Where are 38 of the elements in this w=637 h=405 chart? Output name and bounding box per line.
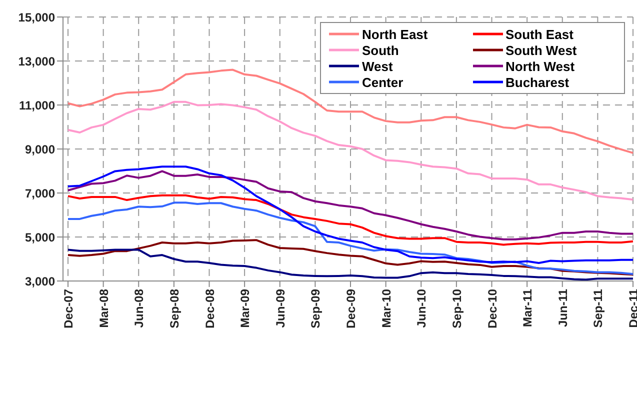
y-tick-label: 15,000	[18, 10, 56, 24]
x-tick-label: Mar-09	[238, 288, 252, 328]
legend-label: West	[362, 58, 393, 74]
x-tick-label: Mar-11	[520, 288, 535, 328]
line-series	[67, 170, 634, 240]
line-series	[67, 202, 634, 275]
x-tick-label: Mar-08	[96, 288, 111, 328]
x-tick-label: Dec-10	[485, 288, 500, 328]
line-series	[67, 194, 634, 246]
x-tick-label: Dec-09	[344, 288, 358, 328]
y-tick-label: 11,000	[18, 98, 56, 112]
x-tick-label: Dec-08	[202, 288, 217, 328]
x-tick-label: Sep-10	[450, 288, 464, 328]
x-tick-label: Jun-11	[556, 288, 570, 328]
line-series	[67, 248, 634, 281]
line-series	[67, 100, 634, 201]
y-tick-label: 9,000	[24, 142, 56, 156]
x-tick-label: Jun-09	[273, 288, 288, 328]
x-tick-label: Jun-10	[414, 288, 429, 328]
x-tick-label: Dec-07	[62, 288, 76, 328]
y-tick-label: 5,000	[24, 230, 56, 244]
legend-label: North West	[506, 58, 575, 74]
legend-label: South	[362, 42, 399, 58]
legend-label: South East	[506, 26, 574, 42]
line-series	[67, 166, 634, 264]
legend-label: Bucharest	[506, 74, 570, 90]
line-series	[67, 239, 634, 276]
x-tick-label: Sep-09	[308, 288, 323, 328]
x-tick-label: Jun-08	[132, 288, 146, 328]
y-tick-label: 3,000	[24, 274, 56, 288]
legend-label: North East	[362, 26, 428, 42]
legend-label: Center	[362, 74, 404, 90]
legend-label: South West	[506, 42, 577, 58]
x-tick-label: Sep-11	[591, 288, 606, 328]
x-tick-label: Mar-10	[379, 288, 394, 328]
x-tick-label: Sep-08	[167, 288, 182, 328]
y-tick-label: 13,000	[18, 54, 56, 68]
y-tick-label: 7,000	[24, 186, 56, 200]
